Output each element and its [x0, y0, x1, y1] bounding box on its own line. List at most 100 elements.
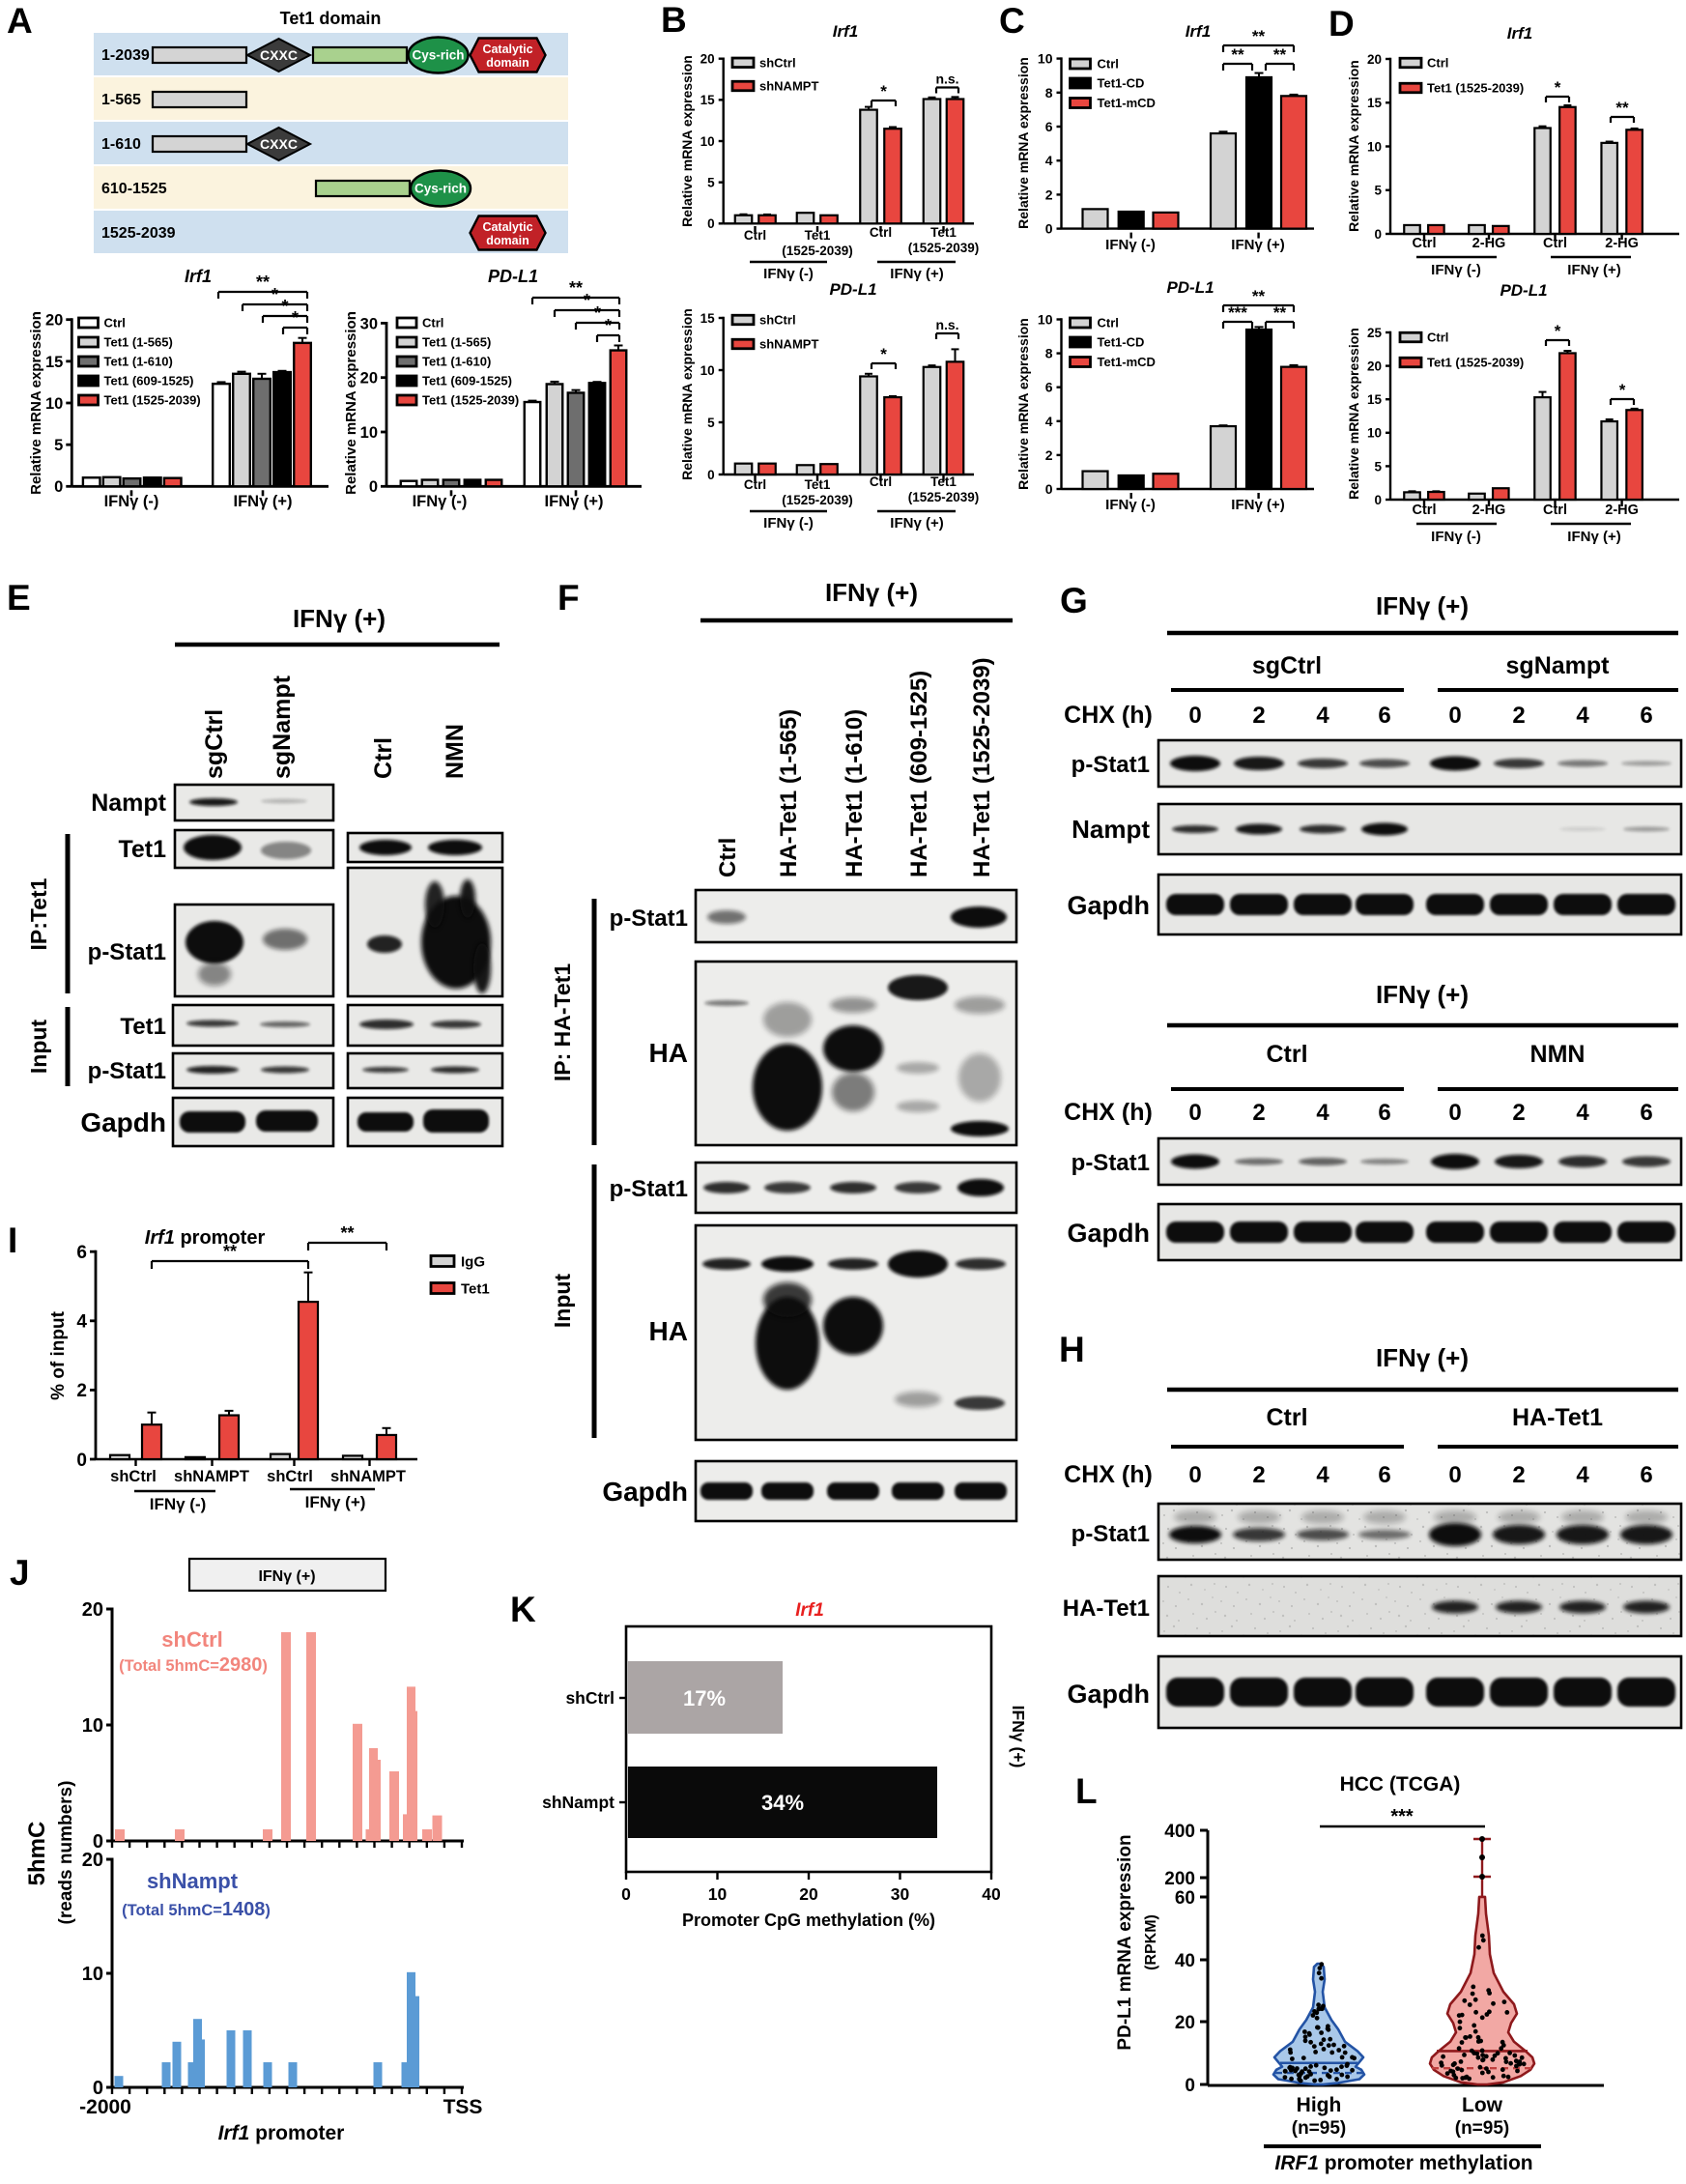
svg-text:Gapdh: Gapdh: [602, 1477, 688, 1507]
svg-text:HCC (TCGA): HCC (TCGA): [1340, 1773, 1461, 1796]
svg-text:Ctrl: Ctrl: [744, 477, 766, 492]
svg-text:Tet1-mCD: Tet1-mCD: [1098, 355, 1156, 369]
svg-text:I: I: [8, 1221, 17, 1260]
svg-text:*: *: [292, 308, 299, 328]
svg-text:IFNγ (-): IFNγ (-): [1431, 262, 1481, 278]
svg-text:0: 0: [54, 478, 63, 496]
svg-text:IFNγ (-): IFNγ (-): [104, 493, 159, 510]
svg-text:*: *: [1555, 322, 1561, 340]
svg-text:IFNγ (-): IFNγ (-): [763, 515, 814, 532]
svg-text:PD-L1: PD-L1: [488, 267, 538, 286]
svg-text:D: D: [1329, 4, 1355, 43]
svg-text:2: 2: [1512, 703, 1525, 729]
svg-text:IFNγ (+): IFNγ (+): [545, 493, 604, 510]
svg-text:(Total 5hmC=2980): (Total 5hmC=2980): [119, 1654, 268, 1676]
svg-text:**: **: [256, 273, 270, 292]
svg-text:0: 0: [707, 216, 715, 231]
svg-text:*: *: [880, 345, 887, 363]
svg-text:*: *: [880, 82, 887, 101]
svg-text:**: **: [340, 1223, 354, 1243]
svg-text:**: **: [1252, 287, 1266, 305]
svg-text:5: 5: [707, 416, 715, 430]
svg-text:2: 2: [1045, 187, 1053, 202]
svg-text:(1525-2039): (1525-2039): [782, 493, 853, 507]
svg-text:10: 10: [700, 363, 715, 378]
svg-text:200: 200: [1164, 1869, 1195, 1889]
svg-text:IFNγ (-): IFNγ (-): [413, 493, 468, 510]
svg-text:HA-Tet1 (1525-2039): HA-Tet1 (1525-2039): [969, 657, 995, 877]
svg-text:34%: 34%: [761, 1791, 804, 1815]
svg-text:Tet1: Tet1: [930, 474, 957, 489]
svg-text:2: 2: [1252, 1100, 1265, 1126]
svg-text:Ctrl: Ctrl: [870, 474, 892, 489]
svg-text:(1525-2039): (1525-2039): [908, 241, 980, 255]
svg-text:2-HG: 2-HG: [1472, 236, 1506, 251]
svg-text:6: 6: [1045, 380, 1053, 395]
svg-text:Irf1: Irf1: [795, 1600, 824, 1621]
svg-text:shNAMPT: shNAMPT: [174, 1468, 249, 1485]
svg-text:shCtrl: shCtrl: [110, 1468, 157, 1485]
svg-text:domain: domain: [486, 234, 529, 247]
svg-text:*: *: [1619, 381, 1626, 399]
svg-text:2-HG: 2-HG: [1605, 503, 1639, 518]
svg-text:4: 4: [1316, 1462, 1329, 1488]
svg-text:shNAMPT: shNAMPT: [759, 79, 818, 94]
svg-text:20: 20: [1367, 52, 1382, 67]
svg-text:4: 4: [1045, 414, 1053, 429]
svg-text:10: 10: [708, 1884, 728, 1904]
svg-text:10: 10: [360, 424, 378, 442]
svg-text:IFNγ (+): IFNγ (+): [1376, 591, 1469, 620]
svg-text:Relative mRNA expression: Relative mRNA expression: [1015, 57, 1031, 229]
svg-text:***: ***: [1228, 303, 1247, 322]
svg-text:HA: HA: [649, 1316, 688, 1346]
svg-text:p-Stat1: p-Stat1: [1072, 1521, 1150, 1547]
svg-text:**: **: [223, 1242, 237, 1261]
svg-text:8: 8: [1045, 85, 1053, 101]
svg-text:0: 0: [1448, 703, 1461, 729]
svg-text:Relative mRNA expression: Relative mRNA expression: [1346, 60, 1361, 232]
svg-text:1525-2039: 1525-2039: [101, 225, 176, 242]
svg-text:shCtrl: shCtrl: [759, 55, 796, 70]
svg-text:PD-L1: PD-L1: [1500, 281, 1547, 300]
svg-text:0: 0: [1448, 1462, 1461, 1488]
svg-text:Irf1 promoter: Irf1 promoter: [145, 1227, 266, 1249]
svg-text:Tet1 (1525-2039): Tet1 (1525-2039): [1427, 356, 1524, 370]
svg-text:Catalytic: Catalytic: [482, 220, 532, 234]
svg-text:Gapdh: Gapdh: [1068, 891, 1151, 920]
svg-text:shCtrl: shCtrl: [161, 1627, 223, 1652]
svg-text:K: K: [510, 1590, 536, 1629]
svg-text:5: 5: [707, 176, 715, 190]
svg-text:Catalytic: Catalytic: [482, 43, 532, 56]
svg-text:5hmC: 5hmC: [24, 1822, 50, 1886]
svg-text:0: 0: [93, 2078, 103, 2099]
svg-text:IFNγ (+): IFNγ (+): [234, 493, 293, 510]
svg-text:IFNγ (+): IFNγ (+): [1567, 529, 1620, 545]
svg-text:0: 0: [1188, 1462, 1201, 1488]
svg-text:*: *: [605, 316, 612, 335]
svg-text:Irf1: Irf1: [1507, 24, 1532, 43]
svg-text:IgG: IgG: [461, 1253, 485, 1270]
svg-text:IFNγ (+): IFNγ (+): [1376, 1343, 1469, 1372]
svg-text:HA-Tet1: HA-Tet1: [1063, 1595, 1150, 1622]
svg-text:p-Stat1: p-Stat1: [610, 1176, 688, 1202]
svg-text:shNampt: shNampt: [147, 1869, 239, 1893]
svg-text:Tet1: Tet1: [930, 225, 957, 240]
svg-text:HA-Tet1: HA-Tet1: [1512, 1404, 1603, 1431]
svg-text:p-Stat1: p-Stat1: [1072, 1150, 1150, 1176]
svg-text:Tet1: Tet1: [461, 1280, 490, 1297]
svg-text:shNampt: shNampt: [542, 1793, 614, 1812]
svg-text:Tet1 (1-610): Tet1 (1-610): [422, 355, 491, 369]
svg-text:6: 6: [1640, 703, 1652, 729]
svg-text:30: 30: [360, 315, 378, 332]
svg-text:p-Stat1: p-Stat1: [1072, 752, 1150, 778]
svg-text:G: G: [1060, 581, 1088, 620]
svg-text:6: 6: [1640, 1462, 1652, 1488]
svg-text:0: 0: [369, 478, 378, 496]
svg-text:Gapdh: Gapdh: [80, 1107, 166, 1137]
svg-text:0: 0: [1374, 493, 1382, 507]
svg-text:2: 2: [1252, 703, 1265, 729]
svg-text:Ctrl: Ctrl: [1266, 1404, 1307, 1431]
svg-text:Ctrl: Ctrl: [1098, 57, 1119, 72]
svg-text:Tet1 (1-565): Tet1 (1-565): [422, 335, 491, 350]
svg-text:Ctrl: Ctrl: [1427, 56, 1448, 71]
